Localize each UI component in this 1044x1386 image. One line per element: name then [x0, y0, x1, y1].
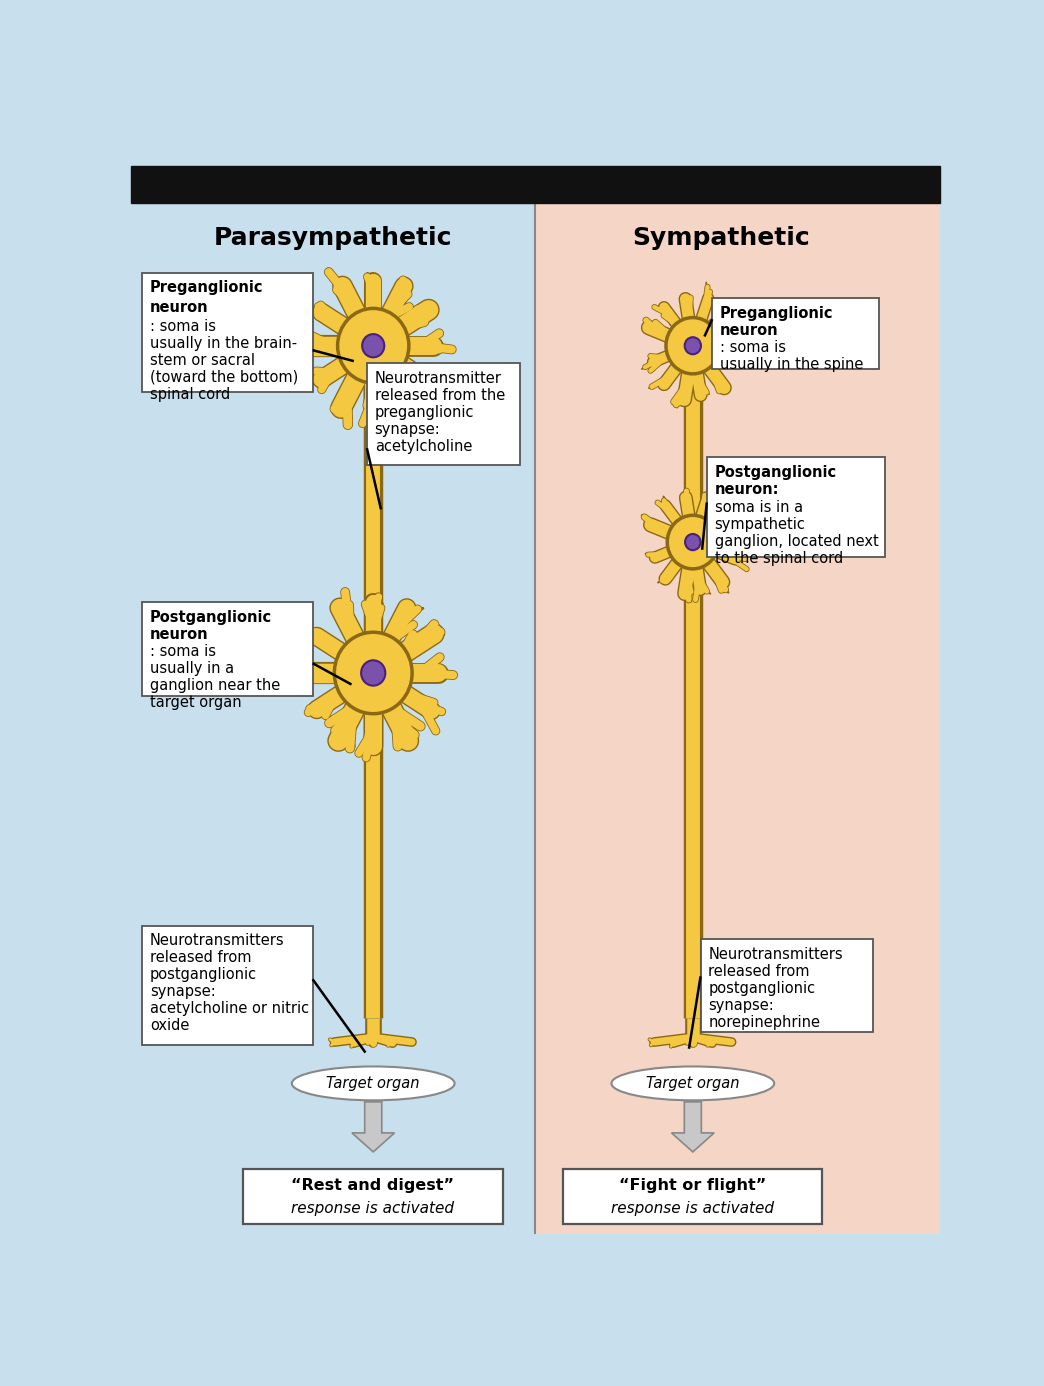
Text: usually in the spine: usually in the spine: [720, 358, 863, 373]
Text: : soma is: : soma is: [150, 644, 216, 660]
Ellipse shape: [667, 516, 718, 568]
Bar: [130, 166, 940, 204]
Text: Neurotransmitters: Neurotransmitters: [150, 933, 285, 948]
Text: “Rest and digest”: “Rest and digest”: [291, 1178, 454, 1193]
Bar: [563, 1168, 823, 1224]
Bar: [243, 1168, 502, 1224]
Text: Postganglionic: Postganglionic: [714, 466, 836, 480]
Text: oxide: oxide: [150, 1017, 189, 1033]
Text: acetylcholine or nitric: acetylcholine or nitric: [150, 1001, 309, 1016]
Ellipse shape: [666, 317, 719, 374]
Ellipse shape: [685, 337, 701, 355]
Bar: [142, 273, 312, 392]
Bar: [366, 363, 520, 466]
Text: released from: released from: [708, 965, 810, 979]
Text: to the spinal cord: to the spinal cord: [714, 550, 843, 565]
Text: sympathetic: sympathetic: [714, 517, 805, 532]
Text: norepinephrine: norepinephrine: [708, 1015, 821, 1030]
Bar: [142, 602, 312, 696]
Text: Neurotransmitter: Neurotransmitter: [375, 371, 501, 387]
Text: spinal cord: spinal cord: [150, 387, 230, 402]
Ellipse shape: [334, 632, 412, 714]
Text: postganglionic: postganglionic: [708, 981, 815, 997]
Text: Target organ: Target organ: [327, 1076, 420, 1091]
Text: response is activated: response is activated: [291, 1202, 454, 1216]
Text: synapse:: synapse:: [150, 984, 216, 999]
Text: Neurotransmitters: Neurotransmitters: [708, 947, 843, 962]
Ellipse shape: [685, 534, 701, 550]
Text: ganglion, located next: ganglion, located next: [714, 534, 878, 549]
FancyArrow shape: [352, 1102, 395, 1152]
FancyArrow shape: [671, 1102, 714, 1152]
Text: stem or sacral: stem or sacral: [150, 352, 255, 367]
Ellipse shape: [361, 660, 385, 686]
Ellipse shape: [292, 1066, 454, 1100]
Text: preganglionic: preganglionic: [375, 405, 474, 420]
Text: “Fight or flight”: “Fight or flight”: [619, 1178, 766, 1193]
Text: released from: released from: [150, 951, 252, 965]
Text: response is activated: response is activated: [611, 1202, 774, 1216]
Text: Preganglionic: Preganglionic: [720, 306, 833, 320]
Bar: [712, 298, 879, 369]
Text: usually in a: usually in a: [150, 661, 234, 676]
Text: Target organ: Target organ: [646, 1076, 739, 1091]
Text: synapse:: synapse:: [375, 421, 441, 437]
Text: target organ: target organ: [150, 694, 241, 710]
Bar: [142, 926, 312, 1045]
Text: : soma is: : soma is: [720, 341, 786, 355]
Ellipse shape: [612, 1066, 775, 1100]
Text: neuron: neuron: [150, 301, 209, 315]
Text: Postganglionic: Postganglionic: [150, 610, 272, 625]
Text: postganglionic: postganglionic: [150, 967, 257, 983]
Text: Sympathetic: Sympathetic: [633, 226, 810, 251]
Text: ganglion near the: ganglion near the: [150, 678, 280, 693]
Text: (toward the bottom): (toward the bottom): [150, 370, 299, 384]
Bar: [535, 204, 940, 1234]
Text: neuron:: neuron:: [714, 482, 779, 498]
Ellipse shape: [337, 309, 409, 383]
Text: Preganglionic: Preganglionic: [150, 280, 263, 295]
Text: neuron: neuron: [150, 626, 209, 642]
Text: Parasympathetic: Parasympathetic: [214, 226, 452, 251]
Ellipse shape: [362, 334, 384, 358]
Text: neuron: neuron: [720, 323, 779, 338]
Text: usually in the brain-: usually in the brain-: [150, 335, 296, 351]
Text: soma is in a: soma is in a: [714, 500, 803, 514]
Bar: [707, 457, 885, 557]
Text: : soma is: : soma is: [150, 319, 216, 334]
Text: released from the: released from the: [375, 388, 505, 403]
Bar: [701, 940, 873, 1031]
Text: synapse:: synapse:: [708, 998, 774, 1013]
Text: acetylcholine: acetylcholine: [375, 439, 472, 453]
Bar: [130, 204, 535, 1234]
